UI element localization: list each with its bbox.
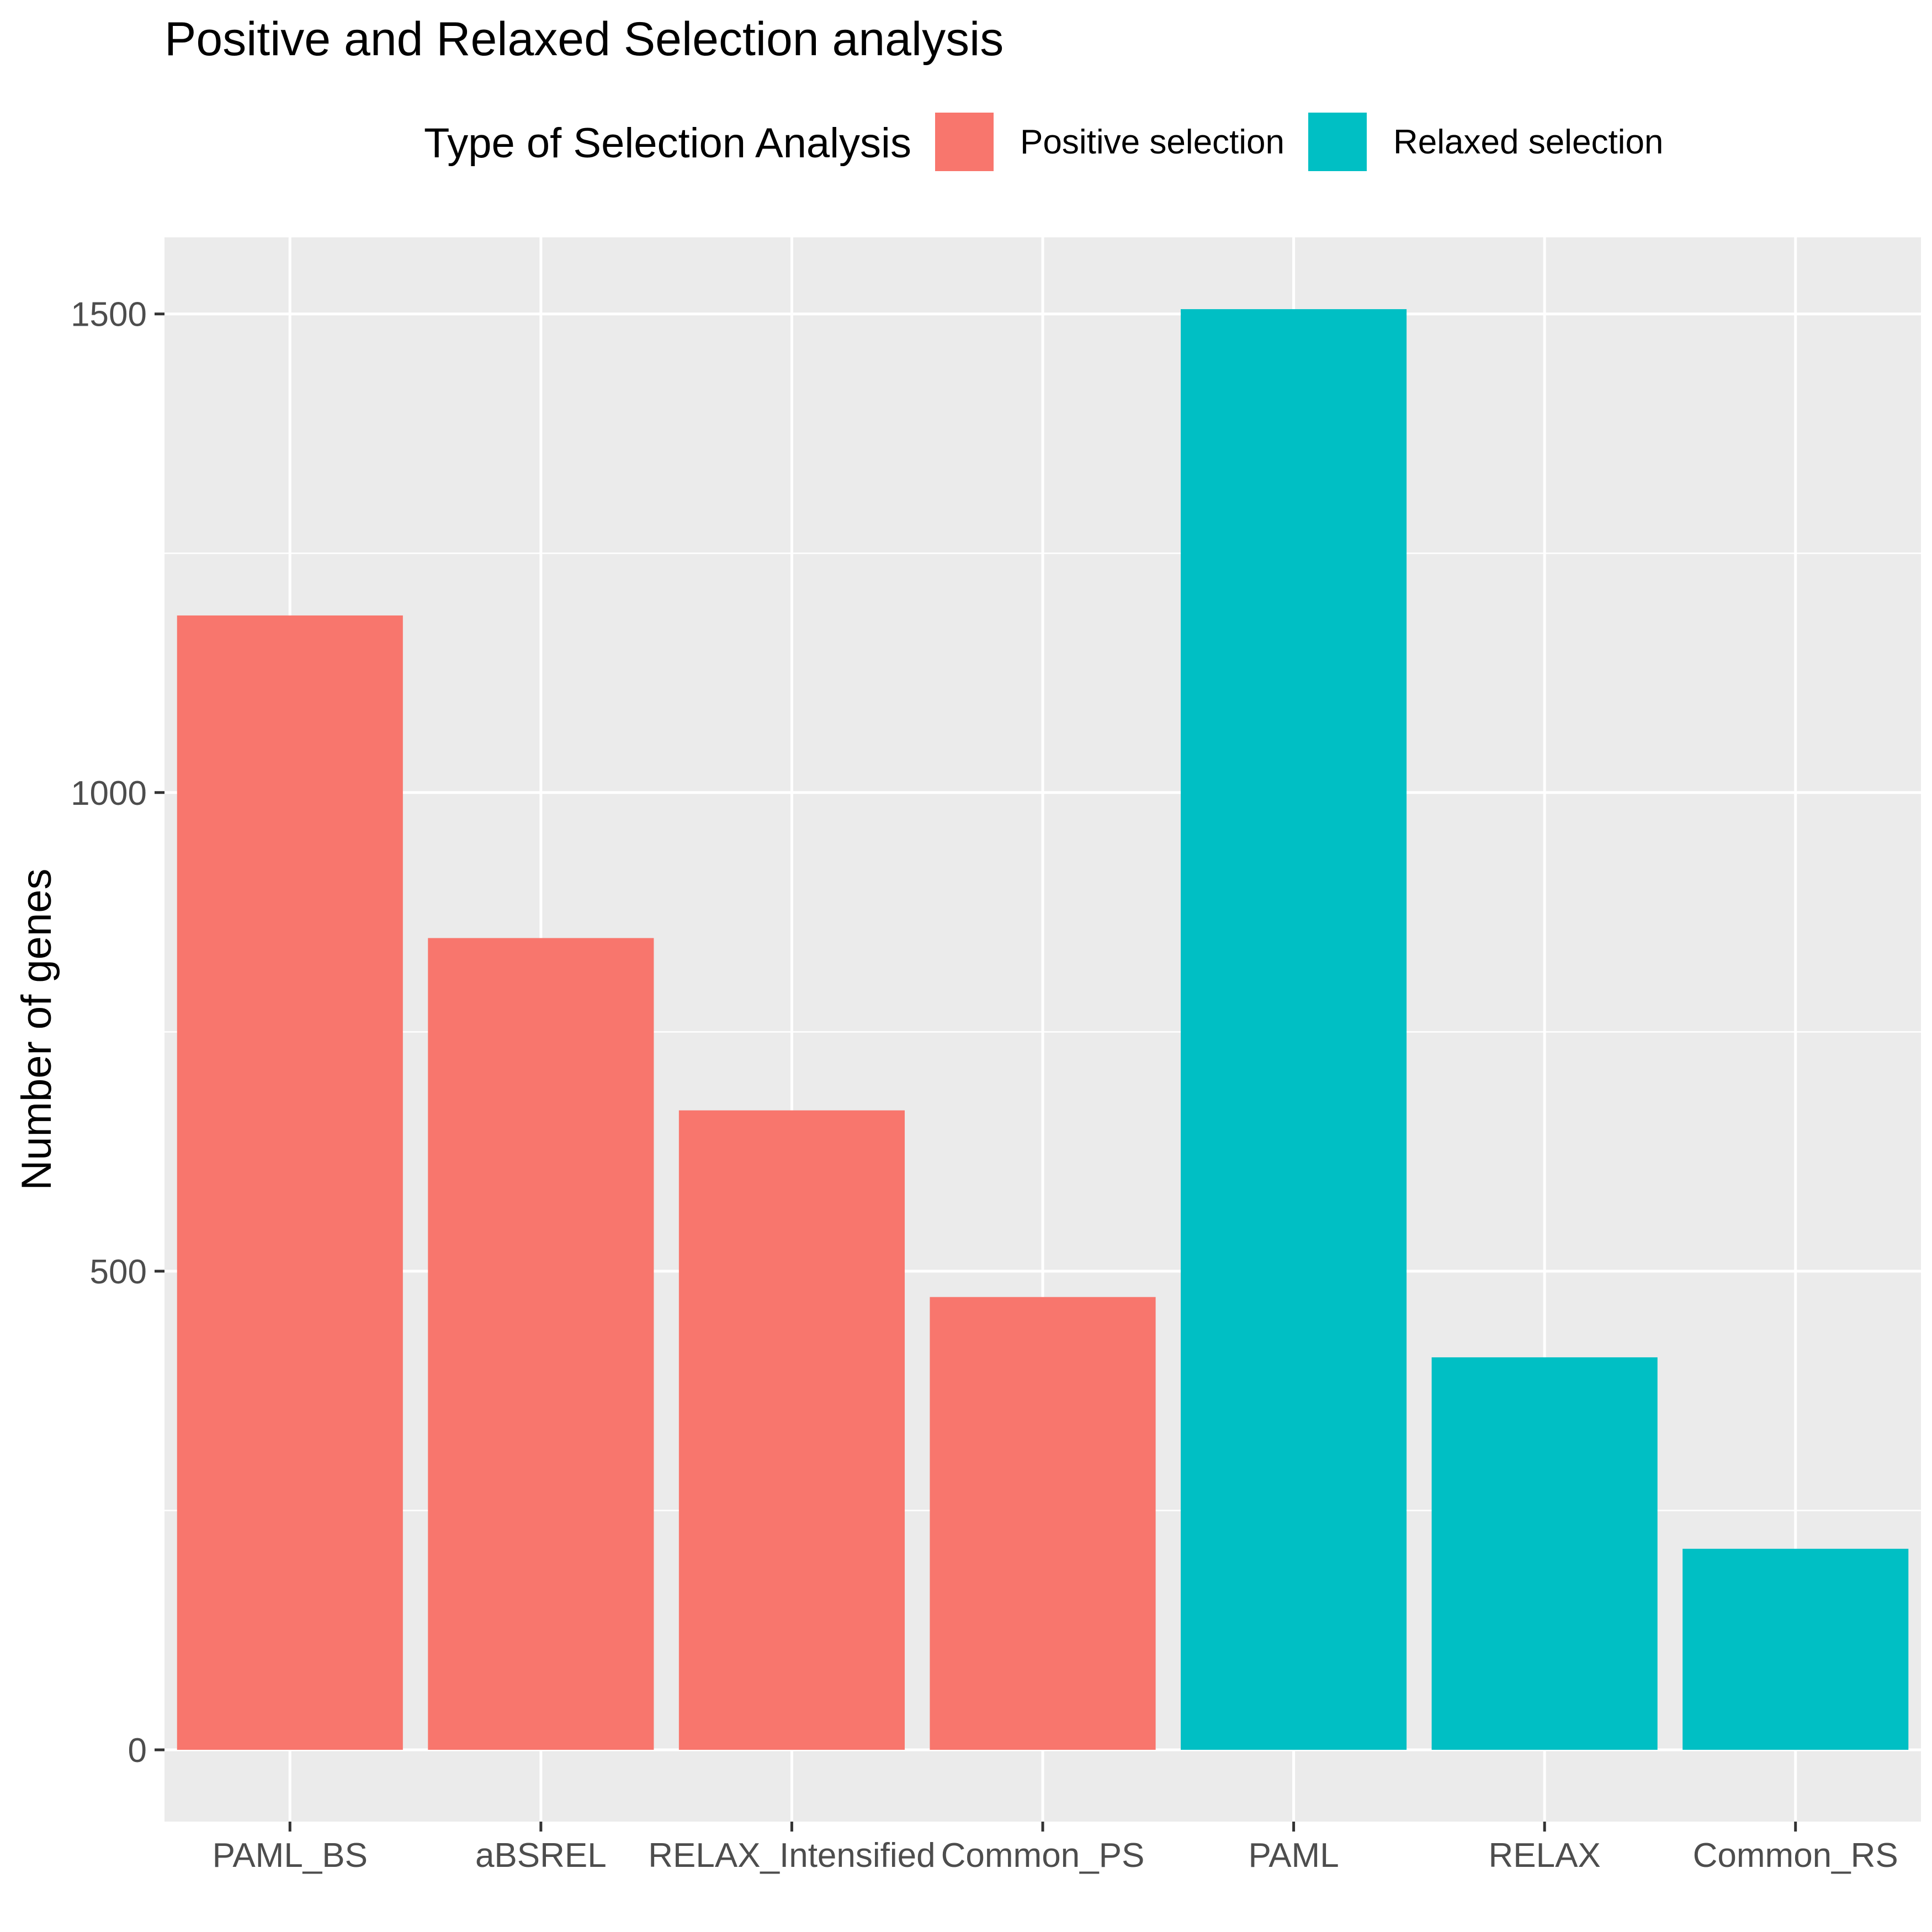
bar-relax	[1431, 1357, 1658, 1750]
x-tick-label: PAML	[1248, 1837, 1339, 1875]
y-tick-label: 1500	[71, 296, 147, 334]
legend-label-positive: Positive selection	[1020, 123, 1285, 161]
bar-paml-bs	[177, 615, 403, 1750]
y-tick-label: 1000	[71, 774, 147, 813]
x-tick-label: Common_PS	[941, 1837, 1145, 1875]
y-tick-label: 500	[90, 1253, 147, 1291]
legend-key-relaxed	[1306, 110, 1369, 173]
bar-common-rs	[1682, 1548, 1909, 1750]
bar-relax-intensified	[678, 1110, 905, 1750]
x-tick-label: PAML_BS	[213, 1837, 368, 1875]
x-tick-label: RELAX_Intensified	[648, 1837, 935, 1875]
y-tick-label: 0	[128, 1732, 147, 1770]
bar-common-ps	[930, 1297, 1156, 1750]
legend-label-relaxed: Relaxed selection	[1393, 123, 1663, 161]
legend: Type of Selection Analysis Positive sele…	[424, 110, 1663, 173]
bars	[177, 309, 1909, 1750]
y-axis-title: Number of genes	[13, 869, 60, 1191]
chart-title: Positive and Relaxed Selection analysis	[164, 13, 1004, 66]
legend-key-positive	[933, 110, 996, 173]
bar-absrel	[428, 938, 654, 1750]
x-axis: PAML_BS aBSREL RELAX_Intensified Common_PS P…	[213, 1822, 1898, 1875]
y-axis: 0 500 1000 1500	[71, 296, 164, 1770]
bar-paml	[1181, 309, 1407, 1750]
legend-title: Type of Selection Analysis	[424, 120, 911, 167]
x-tick-label: RELAX	[1488, 1837, 1600, 1875]
x-tick-label: aBSREL	[475, 1837, 607, 1875]
x-tick-label: Common_RS	[1693, 1837, 1898, 1875]
